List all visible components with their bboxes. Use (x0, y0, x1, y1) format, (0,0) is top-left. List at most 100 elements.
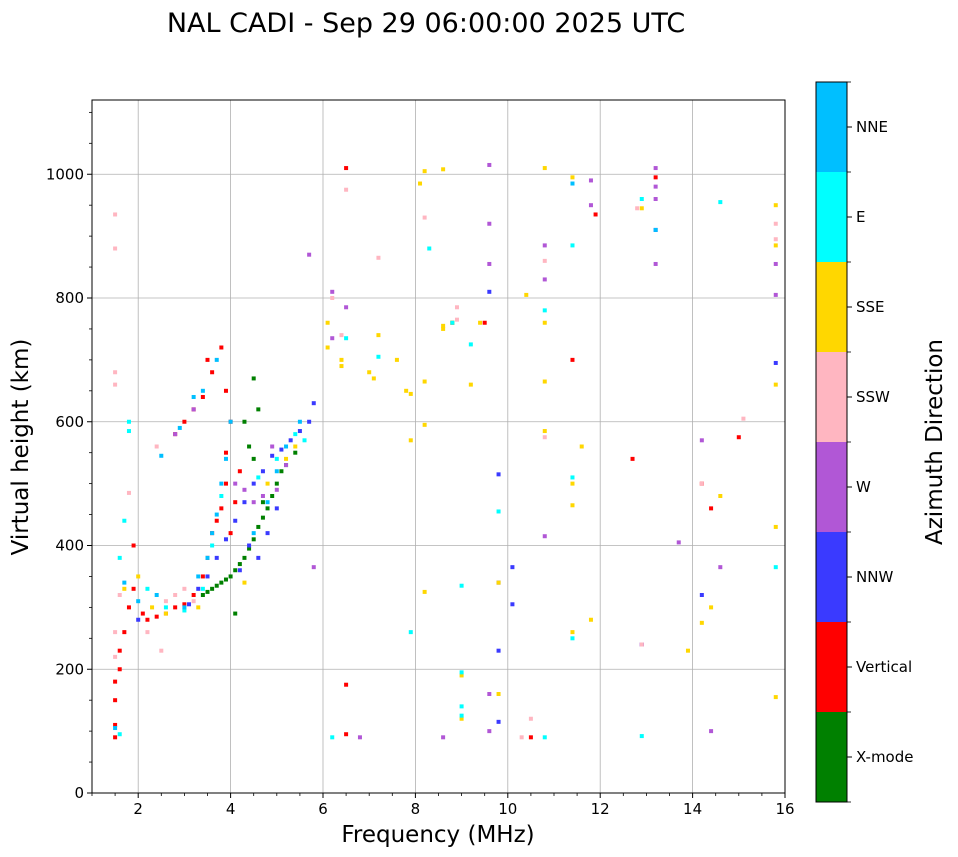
echo-point-e (468, 342, 473, 347)
echo-point-ssw (113, 212, 118, 217)
x-tick-label: 10 (498, 800, 517, 818)
echo-point-x-mode (251, 376, 256, 381)
echo-point-x-mode (260, 515, 265, 520)
echo-point-w (653, 197, 658, 201)
echo-point-ssw (454, 305, 459, 310)
echo-point-nne (219, 481, 224, 486)
echo-point-sse (588, 617, 593, 622)
echo-point-sse (339, 357, 344, 362)
echo-point-nnw (214, 555, 219, 560)
echo-point-ssw (191, 599, 196, 604)
colorbar-segment (816, 622, 847, 712)
echo-point-sse (524, 292, 529, 297)
echo-point-w (307, 252, 312, 257)
colorbar-segment (816, 82, 847, 172)
echo-point-w (311, 565, 316, 570)
echo-point-e (126, 419, 131, 424)
echo-point-sse (496, 580, 501, 585)
echo-point-sse (468, 382, 473, 387)
echo-point-x-mode (200, 593, 205, 597)
echo-point-w (653, 261, 658, 266)
echo-point-nnw (256, 555, 261, 560)
x-tick-label: 8 (411, 800, 421, 818)
echo-point-e (344, 336, 349, 341)
echo-point-sse (773, 382, 778, 387)
echo-point-x-mode (214, 583, 219, 588)
echo-point-ssw (542, 258, 547, 263)
echo-point-e (459, 583, 464, 588)
echo-point-vertical (214, 518, 219, 523)
echo-point-sse (441, 167, 446, 172)
echo-point-nnw (196, 586, 201, 591)
echo-point-vertical (344, 732, 349, 737)
echo-point-sse (422, 169, 427, 174)
echo-point-x-mode (293, 450, 298, 455)
echo-point-vertical (113, 722, 118, 727)
echo-point-nnw (265, 531, 270, 536)
echo-point-nne (228, 419, 233, 424)
echo-point-nne (214, 357, 219, 362)
echo-point-nne (205, 555, 210, 560)
echo-point-nnw (136, 617, 141, 622)
colorbar-tick-label: E (856, 208, 865, 226)
echo-point-e (773, 565, 778, 570)
echo-point-vertical (182, 602, 187, 607)
echo-point-vertical (223, 450, 228, 455)
echo-point-w (487, 221, 492, 226)
colorbar-tick-label: W (856, 478, 871, 496)
echo-point-sse (459, 716, 464, 721)
echo-point-sse (418, 181, 423, 186)
echo-point-vertical (191, 593, 196, 597)
echo-point-sse (773, 524, 778, 529)
echo-point-ssw (159, 648, 164, 653)
echo-point-e (200, 586, 205, 591)
echo-point-ssw (773, 221, 778, 226)
echo-point-nne (182, 605, 187, 610)
echo-point-x-mode (256, 524, 261, 529)
echo-point-ssw (163, 599, 168, 604)
echo-point-vertical (182, 419, 187, 424)
echo-point-sse (542, 320, 547, 325)
echo-point-sse (163, 611, 168, 616)
echo-point-sse (136, 574, 141, 579)
echo-point-w (330, 336, 335, 341)
echo-point-vertical (210, 370, 215, 375)
grid (92, 100, 786, 794)
echo-point-e (496, 509, 501, 514)
echo-point-vertical (219, 345, 224, 350)
echo-point-sse (376, 333, 381, 338)
echo-point-nnw (270, 453, 275, 458)
echo-point-ssw (773, 237, 778, 242)
echo-point-vertical (113, 735, 118, 740)
echo-point-ssw (113, 370, 118, 375)
echo-point-nnw (496, 472, 501, 477)
echo-point-ssw (145, 630, 150, 635)
echo-point-nnw (496, 719, 501, 724)
echo-point-ssw (542, 435, 547, 440)
echo-point-vertical (131, 586, 136, 591)
echo-point-nnw (260, 469, 265, 474)
echo-point-vertical (223, 388, 228, 393)
echo-point-vertical (223, 481, 228, 486)
echo-point-w (542, 277, 547, 282)
echo-point-x-mode (251, 456, 256, 461)
echo-point-sse (284, 456, 289, 461)
echo-point-e (570, 636, 575, 641)
echo-point-x-mode (242, 419, 247, 424)
echo-point-sse (570, 175, 575, 180)
echo-point-vertical (117, 667, 122, 672)
echo-point-w (233, 481, 238, 486)
echo-point-sse (371, 376, 376, 381)
echo-point-nne (136, 599, 141, 604)
echo-point-ssw (117, 593, 122, 597)
echo-point-nnw (311, 401, 316, 406)
colorbar-frame (815, 81, 848, 803)
echo-point-e (450, 320, 455, 325)
echo-point-nnw (251, 481, 256, 486)
y-tick-label: 0 (74, 784, 84, 802)
echo-point-w (542, 243, 547, 248)
echo-point-vertical (709, 506, 714, 511)
colorbar-tick-label: NNW (856, 568, 893, 586)
echo-point-vertical (570, 357, 575, 362)
echo-point-sse (542, 379, 547, 384)
